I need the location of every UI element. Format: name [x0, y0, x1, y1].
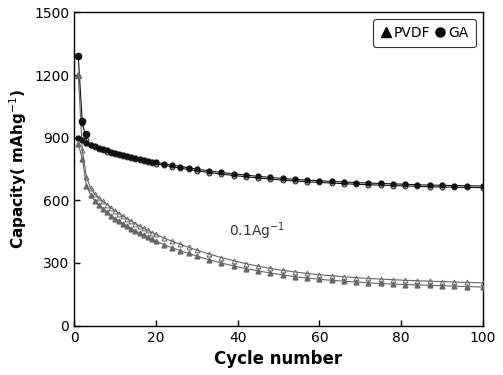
- Legend: PVDF, GA: PVDF, GA: [373, 20, 476, 47]
- X-axis label: Cycle number: Cycle number: [214, 350, 343, 368]
- Y-axis label: Capacity( mAhg$^{-1}$): Capacity( mAhg$^{-1}$): [7, 89, 29, 249]
- Text: 0.1Ag$^{-1}$: 0.1Ag$^{-1}$: [229, 220, 285, 242]
